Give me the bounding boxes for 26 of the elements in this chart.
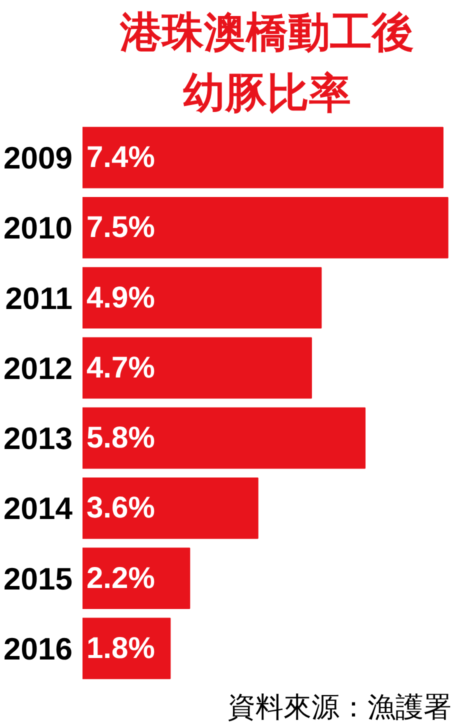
data-label: 4.7% <box>86 351 155 384</box>
y-tick-label: 2014 <box>4 491 74 526</box>
data-label: 5.8% <box>86 422 155 455</box>
y-tick-label: 2009 <box>4 140 73 176</box>
bar <box>82 337 312 399</box>
bar <box>82 407 366 469</box>
y-tick-label: 2013 <box>4 421 73 456</box>
data-label: 2.2% <box>86 562 155 595</box>
y-tick-label: 2016 <box>4 631 73 666</box>
bar <box>82 197 448 258</box>
bar <box>82 126 444 188</box>
data-label: 7.5% <box>86 211 155 244</box>
y-tick-label: 2010 <box>4 210 73 246</box>
chart-title: 港珠澳橋動工後 <box>119 8 414 56</box>
data-label: 3.6% <box>86 492 155 525</box>
bar <box>82 548 190 609</box>
chart-subtitle: 幼豚比率 <box>183 68 351 118</box>
y-tick-label: 2015 <box>4 561 73 596</box>
bar <box>82 478 258 539</box>
data-label: 4.9% <box>86 281 155 314</box>
y-tick-label: 2011 <box>5 280 73 316</box>
data-label: 1.8% <box>86 632 155 665</box>
y-tick-label: 2012 <box>4 350 73 386</box>
source-note: 資料來源：漁護署 <box>228 690 452 724</box>
bar <box>82 267 322 328</box>
data-label: 7.4% <box>86 141 155 174</box>
